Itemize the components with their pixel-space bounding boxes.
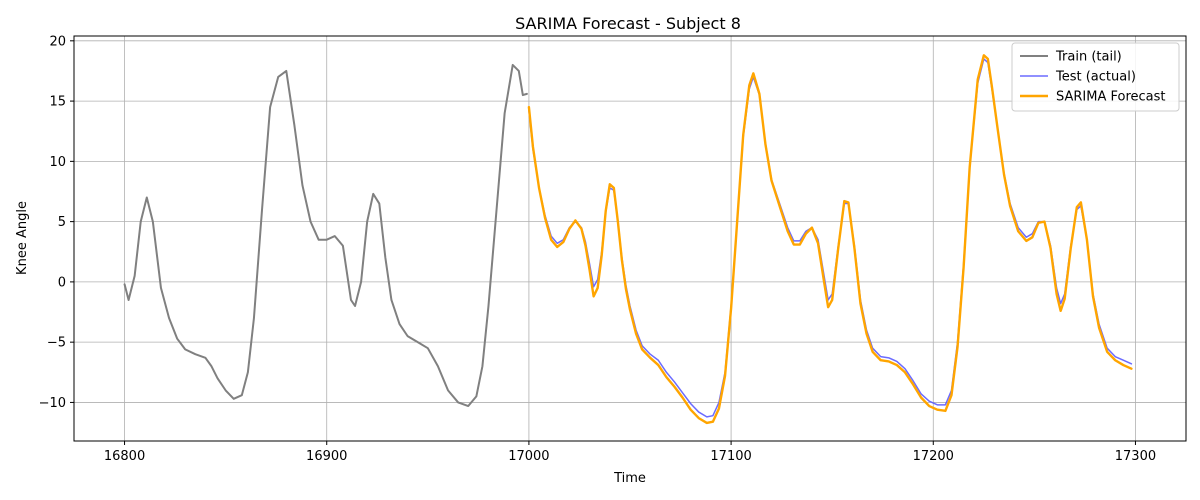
x-tick-label: 16800 <box>104 449 145 464</box>
y-tick-label: −5 <box>47 336 66 351</box>
y-axis-title: Knee Angle <box>15 201 30 275</box>
x-tick-label: 17100 <box>710 449 751 464</box>
y-tick-label: 0 <box>58 275 66 290</box>
plot-frame <box>73 35 1187 442</box>
x-axis-title: Time <box>613 471 646 486</box>
legend-label: Test (actual) <box>1055 70 1136 85</box>
series-line-2 <box>528 58 1133 418</box>
x-tick-label: 17200 <box>913 449 954 464</box>
x-tick-label: 17000 <box>508 449 549 464</box>
x-tick-label: 17300 <box>1115 449 1156 464</box>
y-tick-label: 5 <box>58 215 66 230</box>
chart-title: SARIMA Forecast - Subject 8 <box>515 14 741 33</box>
y-tick-label: 10 <box>49 155 66 170</box>
x-tick-label: 16900 <box>306 449 347 464</box>
y-tick-label: 15 <box>49 95 66 110</box>
series-line-3 <box>527 54 1133 425</box>
legend-label: Train (tail) <box>1055 50 1122 65</box>
ticks: 16800 16900 17000 17100 17200 17300 −10 −5 0 5 10 1… <box>39 34 1157 464</box>
grid <box>74 36 1186 441</box>
y-tick-label: 20 <box>49 34 66 49</box>
series-line-1 <box>123 63 528 408</box>
series-layer <box>123 54 1133 425</box>
legend-label: SARIMA Forecast <box>1056 90 1166 105</box>
y-tick-label: −10 <box>39 396 66 411</box>
legend: Train (tail) Test (actual) SARIMA Forecast <box>1011 42 1180 112</box>
legend-box <box>1011 42 1180 112</box>
